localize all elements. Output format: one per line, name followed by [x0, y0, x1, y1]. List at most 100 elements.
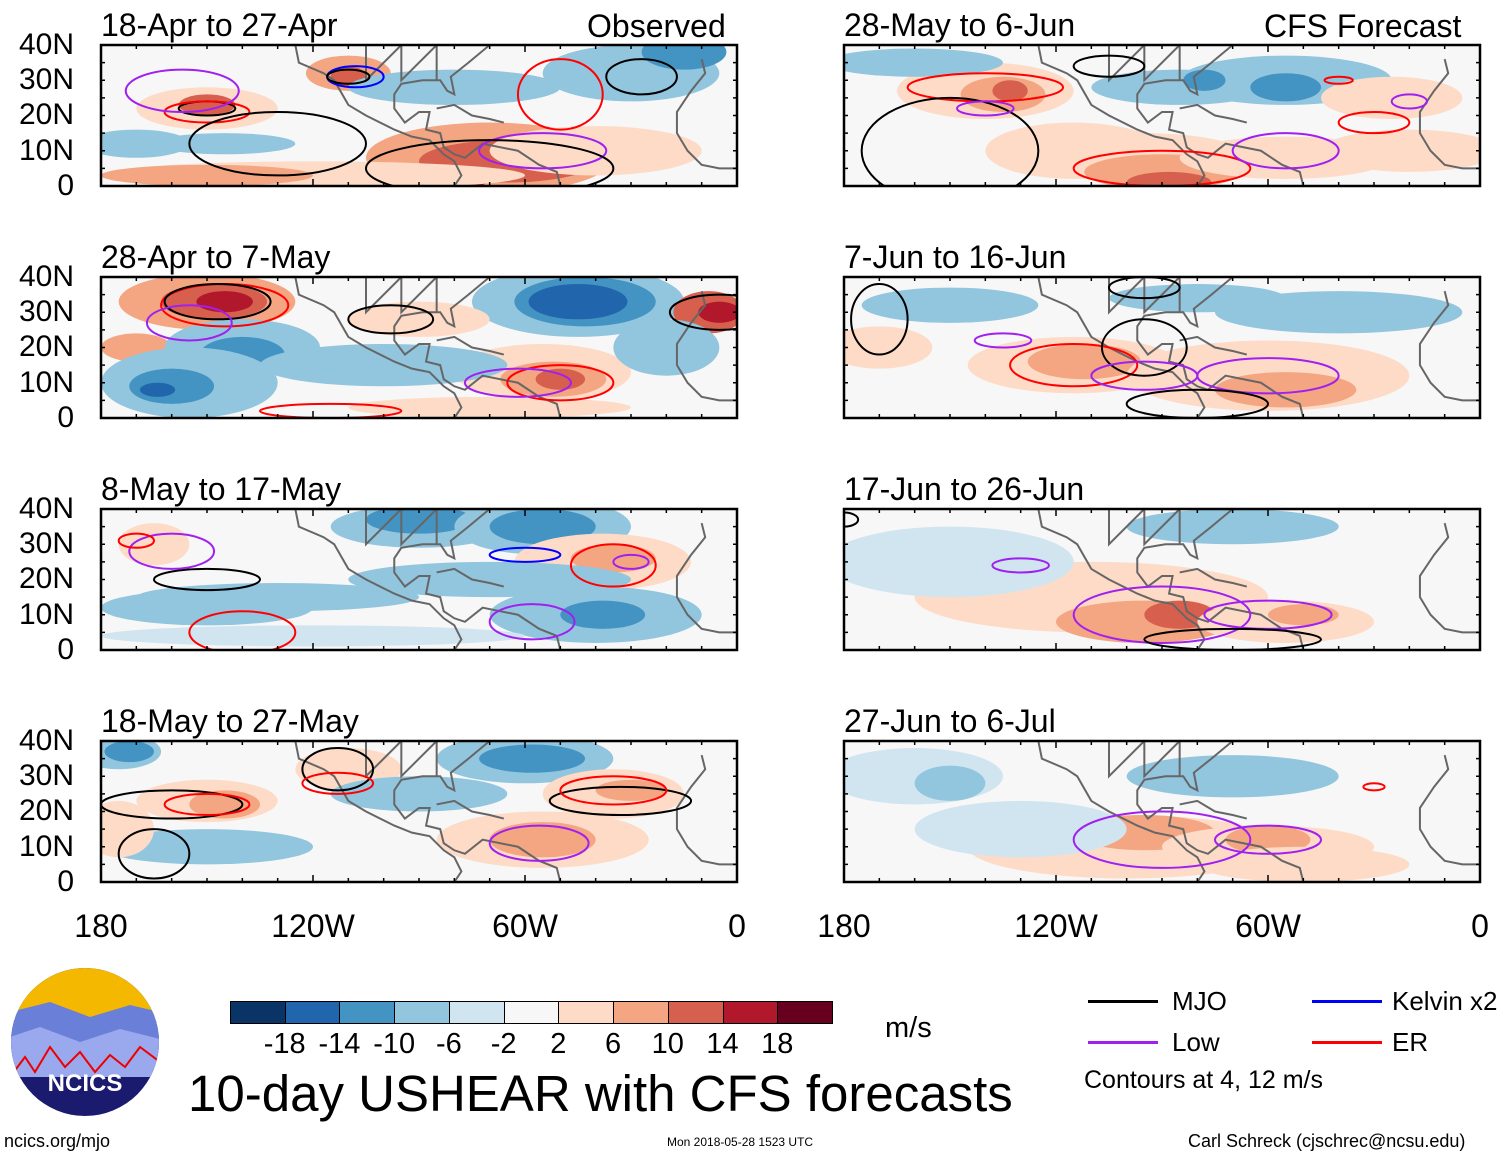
colorbar-label: 18 — [761, 1028, 794, 1060]
contour-mjo — [365, 139, 615, 186]
colorbar-label: -14 — [318, 1028, 361, 1060]
panel-title: 18-Apr to 27-Apr — [101, 7, 338, 43]
contour-mjo — [347, 304, 435, 335]
contour-er — [1323, 75, 1354, 85]
map-panel — [842, 275, 1482, 420]
y-tick-label: 10N — [18, 597, 74, 631]
map-panel — [842, 507, 1482, 652]
legend-swatch-mjo — [1088, 1000, 1158, 1003]
contour-mjo — [163, 283, 272, 321]
legend-label-mjo: MJO — [1172, 986, 1227, 1016]
x-tick-label: 120W — [271, 908, 355, 944]
coastline — [1179, 103, 1248, 124]
colorbar-swatch — [558, 1001, 615, 1024]
coastline — [675, 754, 737, 866]
colorbar-label: -2 — [490, 1028, 517, 1060]
shear-anomaly-region — [139, 382, 176, 397]
colorbar-swatch — [503, 1001, 560, 1024]
shear-anomaly-region — [101, 829, 313, 865]
shear-anomaly-region — [1268, 604, 1339, 626]
x-tick-label: 60W — [1235, 908, 1301, 944]
contour-low — [991, 557, 1050, 574]
shear-anomaly-region — [613, 319, 720, 376]
shear-anomaly-region — [1144, 600, 1215, 629]
contour-er — [1337, 110, 1411, 135]
shear-anomaly-region — [528, 284, 628, 320]
contour-low — [612, 553, 650, 570]
contour-mjo — [326, 68, 371, 85]
shear-anomaly-region — [260, 343, 508, 387]
contour-low — [488, 603, 576, 641]
contour-mjo — [850, 283, 909, 356]
shear-anomaly-region — [101, 164, 313, 186]
coastline — [1037, 741, 1206, 882]
y-tick-label: 30N — [18, 759, 74, 793]
shear-anomaly-region — [101, 129, 190, 158]
shear-anomaly-region — [698, 301, 737, 323]
contour-er — [117, 532, 155, 549]
coastline — [436, 567, 505, 588]
coastline — [1136, 741, 1305, 882]
contour-er — [301, 771, 375, 795]
shear-anomaly-region — [1126, 509, 1339, 545]
coastline — [1418, 754, 1480, 866]
shear-anomaly-region — [104, 741, 154, 763]
legend-label-er: ER — [1392, 1027, 1429, 1057]
panel-title: 28-Apr to 7-May — [101, 239, 331, 275]
contour-mjo — [860, 96, 1040, 186]
contour-mjo — [1125, 388, 1269, 418]
shear-anomaly-region — [1321, 76, 1463, 120]
contour-low — [973, 332, 1033, 349]
contour-er — [163, 792, 251, 817]
coastline — [436, 103, 505, 124]
shear-anomaly-region — [1197, 846, 1410, 882]
contour-mjo — [117, 828, 191, 880]
border-line — [365, 277, 438, 315]
author-credit: Carl Schreck (cjschrec@ncsu.edu) — [1188, 1131, 1466, 1151]
x-tick-label: 120W — [1014, 908, 1098, 944]
x-tick-label: 0 — [728, 908, 746, 944]
shear-anomaly-region — [489, 509, 596, 545]
contour-mjo — [1143, 627, 1322, 650]
contour-mjo — [1100, 318, 1188, 377]
shear-anomaly-region — [1126, 171, 1212, 186]
contour-low — [124, 68, 240, 113]
coastline — [1418, 522, 1480, 634]
contour-low — [478, 132, 608, 170]
colorbar-swatch — [448, 1001, 505, 1024]
observed-header: Observed — [587, 8, 726, 44]
y-tick-label: 0 — [57, 632, 74, 666]
shear-anomaly-region — [844, 326, 933, 369]
source-url[interactable]: ncics.org/mjo — [4, 1131, 111, 1151]
shear-anomaly-region — [178, 94, 236, 116]
shear-anomaly-region — [844, 526, 1074, 598]
contour-low — [488, 824, 590, 862]
contour-er — [559, 775, 668, 806]
y-tick-label: 30N — [18, 527, 74, 561]
colorbar-label: -10 — [373, 1028, 416, 1060]
x-tick-label: 60W — [492, 908, 558, 944]
shear-anomaly-region — [479, 744, 586, 773]
coastline — [675, 58, 737, 170]
shear-anomaly-region — [1109, 284, 1286, 313]
coastline — [436, 335, 505, 356]
colorbar-swatch — [339, 1001, 396, 1024]
map-panel — [99, 507, 739, 652]
shear-anomaly-region — [595, 779, 667, 801]
y-tick-label: 40N — [18, 724, 74, 757]
units-label: m/s — [885, 1012, 932, 1044]
shear-anomaly-region — [489, 822, 596, 858]
colorbar-label: 10 — [651, 1028, 684, 1060]
contour-mjo — [1072, 54, 1146, 78]
shear-anomaly-region — [348, 396, 631, 418]
panel-title: 7-Jun to 16-Jun — [844, 239, 1067, 275]
colorbar-swatch — [230, 1001, 286, 1024]
contour-low — [956, 100, 1015, 117]
legend-swatch-kelvin — [1312, 1000, 1382, 1003]
shear-anomaly-region — [535, 368, 586, 390]
y-tick-label: 30N — [18, 63, 74, 97]
y-tick-label: 20N — [18, 330, 74, 364]
contour-er — [569, 543, 657, 588]
border-line — [365, 509, 438, 547]
coastline — [1037, 45, 1206, 186]
